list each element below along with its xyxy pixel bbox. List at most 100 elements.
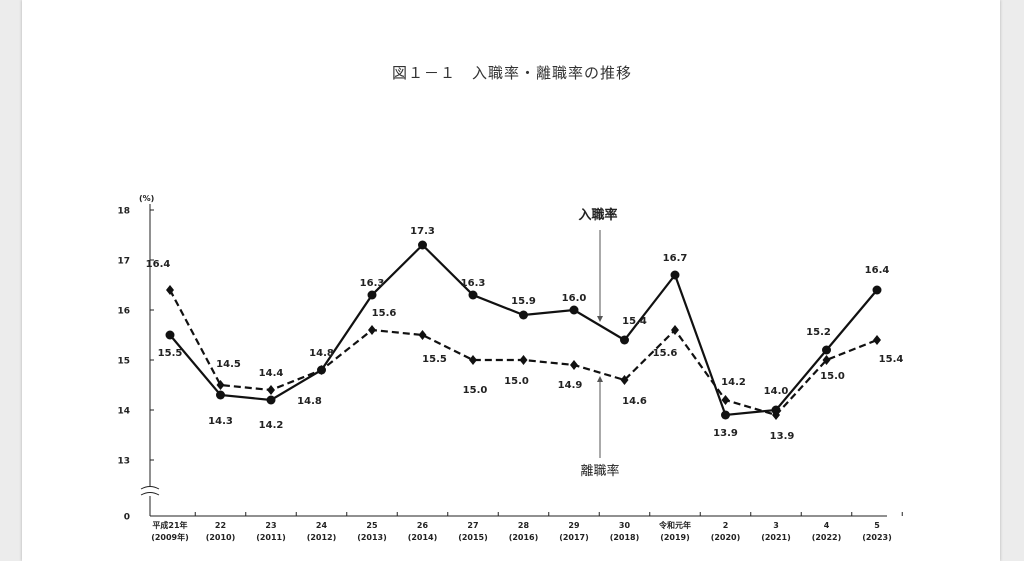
legend-separation-rate: 離職率 (580, 463, 619, 479)
x-tick-label-year: (2016) (509, 533, 539, 542)
separation-rate-label: 14.6 (622, 396, 647, 407)
separation-rate-point (166, 285, 174, 295)
hiring-rate-point (620, 335, 629, 345)
hiring-rate-label: 16.3 (360, 278, 385, 289)
hiring-rate-label: 15.5 (158, 348, 183, 359)
chart-title: 図１－１ 入職率・離職率の推移 (391, 64, 632, 82)
separation-rate-label: 15.0 (463, 385, 488, 396)
separation-rate-point (620, 375, 629, 385)
x-tick-label-year: (2017) (559, 533, 589, 542)
legend-arrowhead-separation (597, 376, 603, 382)
document-page (22, 0, 1000, 561)
hiring-rate-point (822, 345, 831, 355)
axis-break-mark (140, 486, 160, 490)
x-tick-label-year: (2023) (862, 533, 892, 542)
x-tick-label: 30 (619, 521, 631, 530)
separation-rate-point (873, 335, 881, 345)
hiring-rate-label: 17.3 (410, 226, 435, 237)
separation-rate-label: 15.5 (422, 354, 447, 365)
separation-rate-label: 14.2 (721, 377, 746, 388)
hiring-rate-point (216, 390, 225, 400)
legend-hiring-rate: 入職率 (578, 207, 617, 223)
hiring-rate-point (468, 290, 478, 300)
separation-rate-point (216, 380, 225, 390)
x-tick-label-year: (2010) (206, 533, 236, 542)
hiring-rate-label: 15.9 (511, 296, 536, 307)
separation-rate-point (570, 360, 578, 370)
hiring-rate-point (519, 310, 528, 320)
separation-rate-label: 15.6 (372, 308, 397, 319)
hiring-rate-label: 14.2 (259, 420, 284, 431)
hiring-rate-point (317, 365, 326, 375)
hiring-rate-point (569, 305, 579, 315)
x-tick-label: 22 (215, 521, 226, 530)
legend-arrowhead-hiring (597, 316, 603, 322)
y-tick-label: 16 (117, 307, 130, 317)
x-tick-label: 25 (366, 521, 378, 530)
separation-rate-point (368, 325, 376, 335)
separation-rate-point (267, 385, 275, 395)
x-tick-label: 平成21年 (152, 520, 187, 530)
x-tick-label: 3 (773, 521, 779, 530)
x-tick-label-year: (2020) (711, 533, 741, 542)
hiring-rate-label: 16.7 (663, 253, 688, 264)
y-tick-label: 17 (117, 257, 130, 267)
separation-rate-label: 14.4 (259, 368, 284, 379)
y-tick-label: 14 (117, 407, 130, 417)
separation-rate-label: 16.4 (146, 259, 171, 270)
separation-rate-label: 14.8 (297, 396, 322, 407)
x-tick-label: 26 (417, 521, 429, 530)
x-tick-label: 令和元年 (658, 520, 691, 530)
y-tick-label-zero: 0 (124, 513, 130, 523)
separation-rate-label: 15.0 (504, 376, 529, 387)
separation-rate-label: 15.0 (820, 371, 845, 382)
hiring-rate-point (872, 285, 882, 295)
x-tick-label: 27 (467, 521, 478, 530)
x-tick-label: 28 (518, 521, 530, 530)
hiring-rate-point (670, 270, 680, 280)
x-tick-label: 5 (874, 521, 880, 530)
hiring-rate-point (367, 290, 377, 300)
separation-rate-point (721, 395, 730, 405)
hiring-rate-point (721, 410, 730, 420)
x-tick-label-year: (2011) (256, 533, 286, 542)
separation-rate-point (418, 330, 427, 340)
separation-rate-label: 13.9 (770, 431, 795, 442)
hiring-rate-label: 16.4 (865, 265, 890, 276)
x-tick-label-year: (2012) (307, 533, 337, 542)
x-tick-label: 23 (265, 521, 276, 530)
hiring-rate-label: 14.3 (208, 416, 233, 427)
x-tick-label: 4 (824, 521, 830, 530)
separation-rate-point (469, 355, 477, 365)
separation-rate-point (519, 355, 528, 365)
hiring-rate-label: 16.3 (461, 278, 486, 289)
y-tick-label: 15 (117, 357, 130, 367)
x-tick-label: 29 (568, 521, 580, 530)
hiring-rate-point (266, 395, 276, 405)
hiring-rate-point (165, 330, 175, 340)
separation-rate-label: 15.6 (653, 348, 678, 359)
hiring-rate-label: 14.8 (309, 348, 334, 359)
hiring-rate-label: 14.0 (764, 386, 789, 397)
separation-rate-point (822, 355, 831, 365)
x-tick-label: 2 (723, 521, 729, 530)
x-tick-label-year: (2022) (812, 533, 842, 542)
hiring-rate-point (418, 240, 427, 250)
x-tick-label-year: (2014) (408, 533, 438, 542)
separation-rate-label: 15.4 (879, 354, 904, 365)
axis-break-mark (140, 492, 160, 496)
x-tick-label: 24 (316, 521, 328, 530)
separation-rate-label: 14.5 (216, 359, 241, 370)
hiring-rate-label: 15.2 (806, 327, 831, 338)
x-tick-label-year: (2009年) (151, 532, 189, 542)
separation-rate-label: 14.9 (558, 380, 583, 391)
y-tick-label: 18 (117, 207, 130, 217)
y-axis-unit: (%) (139, 194, 154, 203)
y-tick-label: 13 (117, 457, 130, 467)
hiring-rate-label: 13.9 (713, 428, 738, 439)
hiring-rate-label: 16.0 (562, 293, 587, 304)
x-tick-label-year: (2013) (357, 533, 387, 542)
hiring-rate-point (771, 405, 781, 415)
x-tick-label-year: (2018) (610, 533, 640, 542)
